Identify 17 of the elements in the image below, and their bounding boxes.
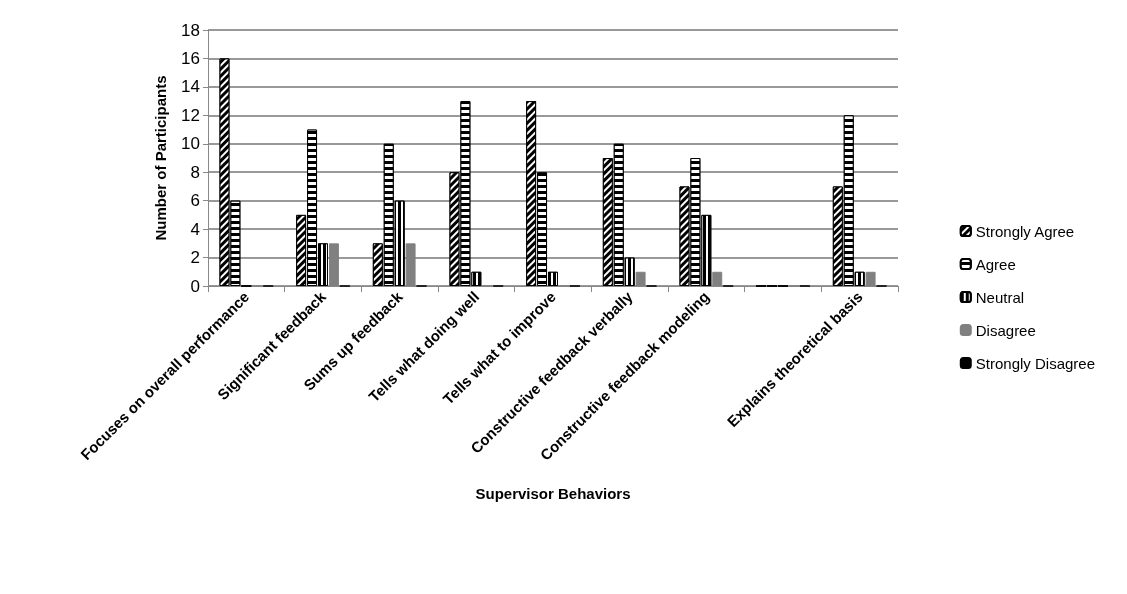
y-tick-label: 16	[181, 48, 200, 68]
legend-label: Disagree	[975, 321, 1036, 339]
y-tick-label: 0	[190, 276, 200, 296]
y-tick-label: 8	[190, 162, 200, 182]
y-axis-title: Number of Participants	[152, 75, 169, 241]
y-tick-label: 14	[181, 77, 200, 97]
y-tick-label: 18	[181, 20, 200, 40]
y-tick-label: 4	[190, 219, 200, 239]
legend-label: Agree	[975, 255, 1016, 273]
y-tick-label: 2	[190, 248, 200, 268]
x-axis-title: Supervisor Behaviors	[475, 485, 631, 502]
legend-label: Strongly Agree	[975, 222, 1075, 240]
legend-label: Strongly Disagree	[975, 354, 1096, 372]
y-tick-label: 6	[190, 191, 200, 211]
y-tick-label: 12	[181, 105, 200, 125]
y-tick-label: 10	[181, 134, 200, 154]
legend-label: Neutral	[975, 288, 1025, 306]
